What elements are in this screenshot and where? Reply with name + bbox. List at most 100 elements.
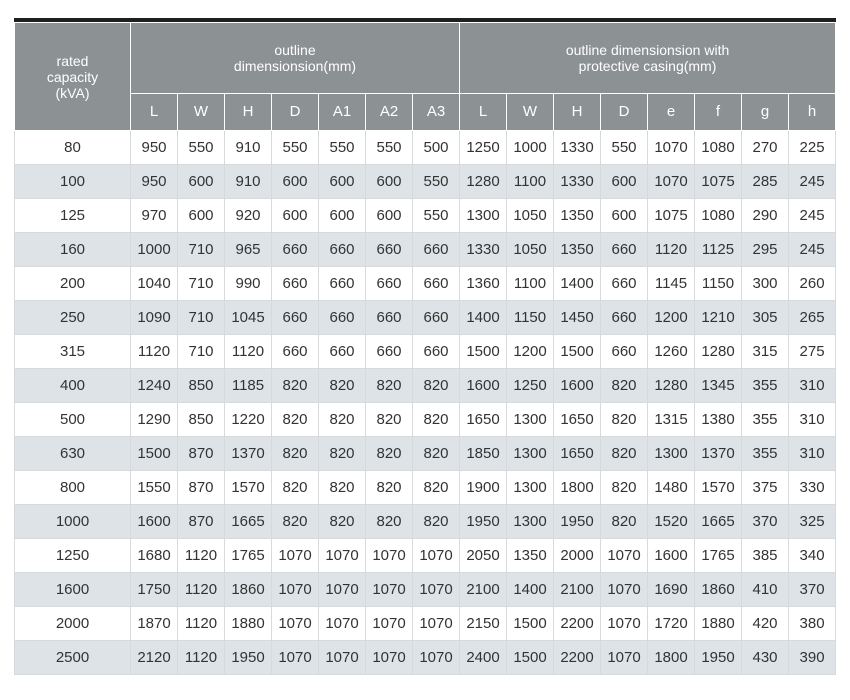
dimension-cell: 660 — [365, 232, 413, 267]
table-row: 125 970 600 920 600 600 600 550 1300 1050 1350 600 1… — [14, 198, 837, 233]
dimension-cell: 1870 — [130, 606, 178, 641]
dimension-cell: 265 — [787, 300, 837, 335]
dimension-cell: 390 — [787, 640, 837, 675]
dimension-cell: 1300 — [647, 436, 695, 471]
group-casing-line1: outline dimensionsion with — [565, 42, 730, 58]
table-row: 315 1120 710 1120 660 660 660 660 1500 1200 1500 66… — [14, 334, 837, 369]
dimension-cell: 245 — [787, 232, 837, 267]
dimension-cell: 820 — [365, 402, 413, 437]
dimension-cell: 1070 — [318, 572, 366, 607]
dimension-cell: 1850 — [459, 436, 507, 471]
header-casing-h: h — [787, 93, 837, 131]
dimension-cell: 1120 — [177, 572, 225, 607]
header-group-casing: outline dimensionsion with protective ca… — [458, 22, 837, 94]
dimension-cell: 370 — [741, 504, 789, 539]
dimension-cell: 550 — [412, 198, 460, 233]
dimension-cell: 330 — [787, 470, 837, 505]
dimension-cell: 1690 — [647, 572, 695, 607]
dimension-cell: 290 — [741, 198, 789, 233]
dimension-cell: 1120 — [177, 606, 225, 641]
table-row: 200 1040 710 990 660 660 660 660 1360 1100 1400 660… — [14, 266, 837, 301]
dimension-cell: 550 — [271, 130, 319, 165]
dimension-cell: 1070 — [600, 538, 648, 573]
dimension-cell: 1070 — [412, 640, 460, 675]
dimension-cell: 1070 — [412, 606, 460, 641]
dimension-cell: 1300 — [459, 198, 507, 233]
dimension-cell: 850 — [177, 368, 225, 403]
rated-capacity-cell: 800 — [14, 470, 131, 505]
dimension-cell: 2150 — [459, 606, 507, 641]
dimension-cell: 500 — [412, 130, 460, 165]
dimension-cell: 820 — [318, 368, 366, 403]
dimension-cell: 820 — [600, 504, 648, 539]
dimension-cell: 1650 — [553, 402, 601, 437]
dimension-cell: 1765 — [224, 538, 272, 573]
dimension-cell: 1800 — [647, 640, 695, 675]
dimension-cell: 660 — [412, 232, 460, 267]
table-row: 2000 1870 1120 1880 1070 1070 1070 1070 2150 1500… — [14, 606, 837, 641]
dimension-cell: 1650 — [459, 402, 507, 437]
dimension-cell: 600 — [365, 164, 413, 199]
dimension-cell: 260 — [787, 266, 837, 301]
dimension-cell: 660 — [412, 266, 460, 301]
dimension-cell: 820 — [412, 402, 460, 437]
rated-capacity-line3: (kVA) — [55, 84, 90, 101]
header-outline-l: L — [130, 93, 178, 131]
dimension-cell: 820 — [365, 436, 413, 471]
dimension-cell: 1370 — [694, 436, 742, 471]
dimension-table-frame: rated capacity (kVA) outline dimensionsi… — [14, 18, 837, 682]
dimension-cell: 1350 — [553, 232, 601, 267]
table-row: 100 950 600 910 600 600 600 550 1280 1100 1330 600 1… — [14, 164, 837, 199]
dimension-cell: 1450 — [553, 300, 601, 335]
dimension-cell: 1860 — [694, 572, 742, 607]
dimension-cell: 1300 — [506, 436, 554, 471]
dimension-cell: 1600 — [459, 368, 507, 403]
dimension-cell: 820 — [412, 504, 460, 539]
dimension-cell: 2100 — [553, 572, 601, 607]
dimension-cell: 870 — [177, 470, 225, 505]
dimension-cell: 600 — [271, 164, 319, 199]
dimension-cell: 1880 — [694, 606, 742, 641]
header-outline-a2: A2 — [365, 93, 413, 131]
dimension-cell: 1720 — [647, 606, 695, 641]
dimension-cell: 600 — [271, 198, 319, 233]
dimension-cell: 1400 — [459, 300, 507, 335]
dimension-cell: 2000 — [553, 538, 601, 573]
dimension-cell: 1070 — [365, 640, 413, 675]
dimension-cell: 2200 — [553, 606, 601, 641]
dimension-cell: 1070 — [271, 640, 319, 675]
header-outline-w: W — [177, 93, 225, 131]
dimension-cell: 550 — [412, 164, 460, 199]
table-row: 1000 1600 870 1665 820 820 820 820 1950 1300 1950 8… — [14, 504, 837, 539]
dimension-cell: 660 — [365, 300, 413, 335]
dimension-cell: 710 — [177, 334, 225, 369]
dimension-cell: 1280 — [647, 368, 695, 403]
dimension-cell: 1800 — [553, 470, 601, 505]
dimension-cell: 1120 — [130, 334, 178, 369]
dimension-cell: 820 — [365, 470, 413, 505]
dimension-cell: 310 — [787, 402, 837, 437]
dimension-cell: 660 — [318, 334, 366, 369]
rated-capacity-cell: 200 — [14, 266, 131, 301]
dimension-cell: 820 — [412, 368, 460, 403]
dimension-cell: 600 — [365, 198, 413, 233]
rated-capacity-cell: 80 — [14, 130, 131, 165]
header-rated-capacity: rated capacity (kVA) — [14, 22, 131, 131]
dimension-cell: 820 — [271, 504, 319, 539]
dimension-cell: 1070 — [365, 572, 413, 607]
dimension-cell: 820 — [271, 368, 319, 403]
dimension-cell: 1600 — [647, 538, 695, 573]
dimension-cell: 1185 — [224, 368, 272, 403]
dimension-cell: 990 — [224, 266, 272, 301]
dimension-cell: 1120 — [647, 232, 695, 267]
dimension-cell: 820 — [318, 470, 366, 505]
dimension-cell: 305 — [741, 300, 789, 335]
dimension-cell: 1120 — [177, 538, 225, 573]
dimension-cell: 660 — [365, 266, 413, 301]
dimension-cell: 1880 — [224, 606, 272, 641]
dimension-cell: 2400 — [459, 640, 507, 675]
dimension-cell: 1280 — [459, 164, 507, 199]
dimension-cell: 710 — [177, 300, 225, 335]
rated-capacity-cell: 100 — [14, 164, 131, 199]
